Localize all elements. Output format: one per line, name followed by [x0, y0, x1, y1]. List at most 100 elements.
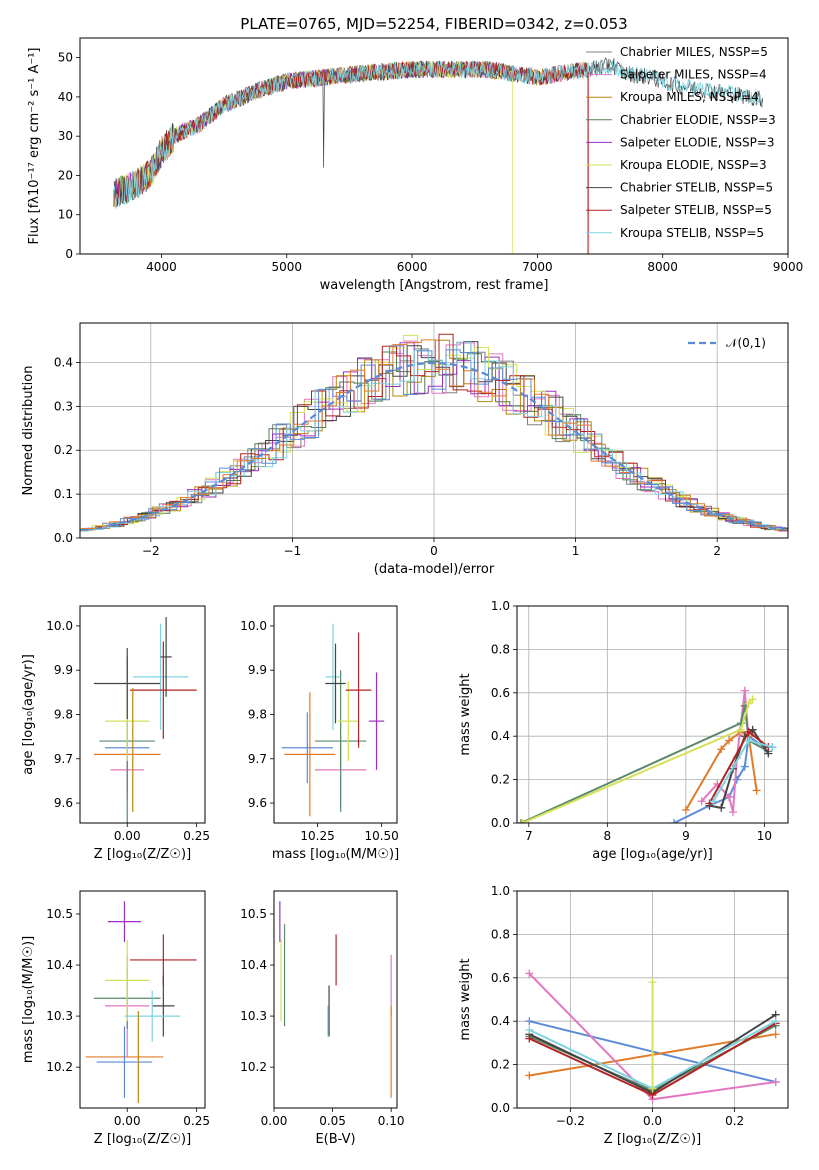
y-tick-label: 0.0: [54, 531, 73, 545]
series-marker: [744, 736, 753, 745]
x-tick-label: 10: [757, 829, 772, 843]
y-tick-label: 40: [58, 90, 73, 104]
axes: 0.00 0.25 9.6 9.7 9.8 9.9 10.0 Z [log₁₀(Z/Z☉)] a…: [21, 605, 210, 862]
x-tick-label: 5000: [271, 260, 302, 274]
y-tick-label: 9.7: [248, 752, 267, 766]
y-tick-label: 10.5: [240, 907, 267, 921]
y-tick-label: 9.6: [248, 796, 267, 810]
y-tick-label: 50: [58, 51, 73, 65]
legend-entry: Kroupa STELIB, NSSP=5: [620, 226, 764, 240]
x-tick-label: 2: [713, 544, 721, 558]
y-tick-label: 9.8: [54, 708, 73, 722]
y-tick-label: 0.4: [491, 729, 510, 743]
legend-entry: 𝒩(0,1): [726, 336, 766, 350]
series-marker: [717, 803, 726, 812]
x-tick-label: 0.00: [261, 1114, 288, 1128]
y-tick-label: 0.1: [54, 487, 73, 501]
y-tick-label: 0.2: [491, 1058, 510, 1072]
y-tick-label: 10.0: [46, 619, 73, 633]
y-tick-label: 9.7: [54, 752, 73, 766]
series-marker: [725, 792, 734, 801]
x-axis-label: mass [log₁₀(M/M☉)]: [272, 847, 399, 862]
series-marker: [732, 775, 741, 784]
x-axis-label: Z [log₁₀(Z/Z☉)]: [604, 1132, 701, 1147]
y-tick-label: 0.0: [491, 816, 510, 830]
y-tick-label: 0.8: [491, 927, 510, 941]
figure-title: PLATE=0765, MJD=52254, FIBERID=0342, z=0…: [240, 15, 627, 33]
series-marker: [709, 797, 718, 806]
series-marker: [517, 819, 525, 823]
spectrum-line: [113, 59, 764, 209]
x-tick-label: 10.25: [300, 829, 334, 843]
x-axis-label: E(B-V): [315, 1132, 355, 1147]
y-tick-label: 0.6: [491, 971, 510, 985]
y-tick-label: 1.0: [491, 884, 510, 898]
y-axis-label: mass [log₁₀(M/M☉)]: [21, 936, 36, 1063]
legend: Chabrier MILES, NSSP=5 Salpeter MILES, NS…: [586, 45, 776, 240]
x-tick-label: 0.25: [183, 1114, 210, 1128]
series-marker: [744, 699, 753, 708]
series-marker: [752, 786, 761, 795]
spectrum-line: [113, 60, 588, 254]
y-tick-label: 0.2: [491, 773, 510, 787]
y-tick-label: 10: [58, 208, 73, 222]
y-tick-label: 1.0: [491, 599, 510, 613]
y-tick-label: 10.4: [46, 958, 73, 972]
x-tick-label: 0.10: [378, 1114, 405, 1128]
axes-frame: [516, 605, 789, 824]
y-tick-label: 0.0: [491, 1101, 510, 1115]
x-tick-label: 7000: [522, 260, 553, 274]
axes: −2 −1 0 1 2 0.0 0.1 0.2 0.3 0.4 (data-model)/error…: [21, 322, 789, 577]
x-tick-label: 1: [572, 544, 580, 558]
spectrum-panel: 4000 5000 6000 7000 8000 9000 0 10 20 30 40 50 wavel…: [27, 37, 803, 293]
series-marker: [740, 762, 749, 771]
series-marker: [681, 805, 690, 814]
y-tick-label: 10.4: [240, 958, 267, 972]
x-tick-label: 9: [682, 829, 690, 843]
histogram-step: [80, 341, 783, 532]
y-tick-label: 10.2: [240, 1060, 267, 1074]
residuals-panel: −2 −1 0 1 2 0.0 0.1 0.2 0.3 0.4 (data-model)/error…: [21, 322, 789, 577]
y-axis-label: mass weight: [458, 958, 473, 1040]
y-tick-label: 10.5: [46, 907, 73, 921]
axes: −0.2 0.0 0.2 0.0 0.2 0.4 0.6 0.8 1.0 Z [log₁₀(Z/Z…: [458, 884, 789, 1147]
series-marker: [725, 736, 734, 745]
plot-area: [525, 969, 780, 1104]
series-marker: [525, 1025, 534, 1034]
y-tick-label: 0.4: [491, 1014, 510, 1028]
mass_vs_ebv-panel: 0.00 0.05 0.10 10.2 10.3 10.4 10.5 E(B-V): [240, 890, 405, 1147]
series-marker: [525, 1071, 534, 1080]
y-axis-label: mass weight: [458, 673, 473, 755]
series-line: [522, 698, 754, 823]
legend-entry: Chabrier ELODIE, NSSP=3: [620, 113, 776, 127]
series-marker: [748, 695, 757, 704]
x-tick-label: 6000: [397, 260, 428, 274]
x-tick-label: 8000: [647, 260, 678, 274]
x-tick-label: 0.0: [643, 1114, 662, 1128]
x-tick-label: 4000: [146, 260, 177, 274]
x-tick-label: 8: [604, 829, 612, 843]
legend-entry: Salpeter MILES, NSSP=4: [620, 68, 767, 82]
y-tick-label: 0: [65, 247, 73, 261]
series-marker: [697, 797, 706, 806]
legend-entry: Kroupa ELODIE, NSSP=3: [620, 158, 767, 172]
y-tick-label: 9.6: [54, 796, 73, 810]
series-marker: [771, 1077, 780, 1086]
normal-curve: [108, 361, 786, 531]
y-tick-label: 10.2: [46, 1060, 73, 1074]
legend-entry: Kroupa MILES, NSSP=4: [620, 90, 759, 104]
age_vs_mass-panel: 10.25 10.50 9.6 9.7 9.8 9.9 10.0 mass [log₁₀(M/…: [240, 605, 399, 862]
histogram-step: [80, 345, 786, 531]
x-tick-label: 0.05: [319, 1114, 346, 1128]
axes-frame: [273, 890, 398, 1109]
x-axis-label: Z [log₁₀(Z/Z☉)]: [94, 1132, 191, 1147]
spectrum-line: [113, 60, 590, 254]
x-tick-label: 0.00: [114, 829, 141, 843]
x-axis-label: age [log₁₀(age/yr)]: [592, 847, 713, 862]
y-tick-label: 30: [58, 129, 73, 143]
x-tick-label: 0.2: [725, 1114, 744, 1128]
axes-frame: [79, 605, 206, 824]
x-tick-label: 0: [430, 544, 438, 558]
y-tick-label: 0.3: [54, 399, 73, 413]
